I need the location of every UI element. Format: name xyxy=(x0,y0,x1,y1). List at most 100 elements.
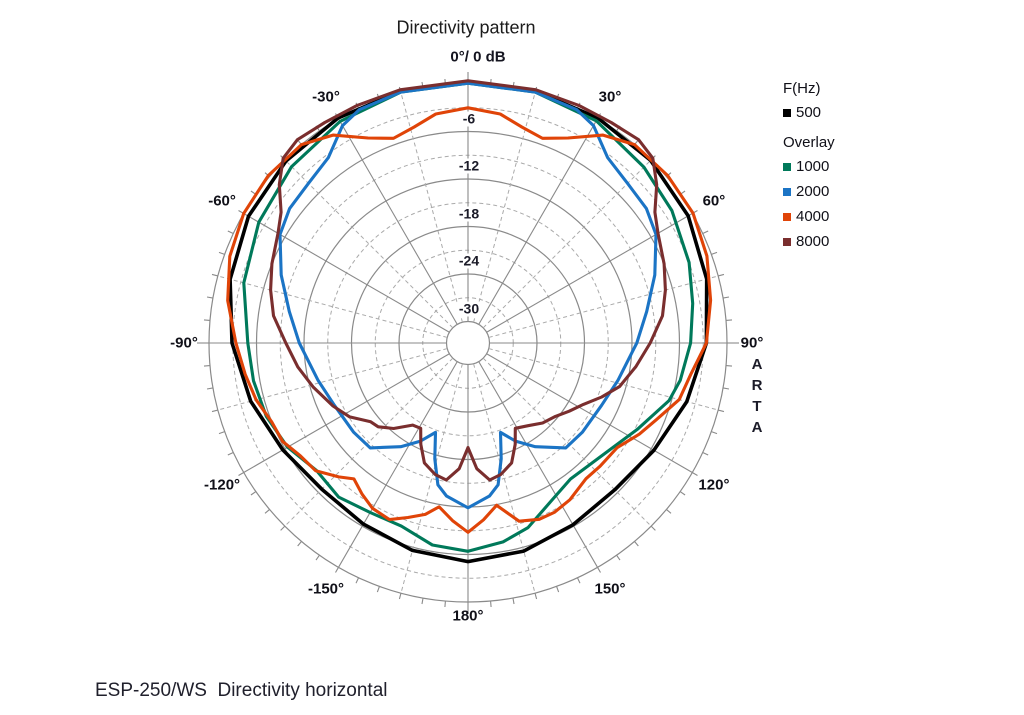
legend-overlay-heading: Overlay xyxy=(783,134,835,151)
outer-tick xyxy=(211,273,218,277)
outer-tick xyxy=(722,296,730,299)
grid-ray xyxy=(284,357,454,527)
legend-item-500-swatch xyxy=(783,108,791,117)
grid-ray xyxy=(217,275,448,338)
outer-tick xyxy=(335,567,339,573)
outer-tick xyxy=(203,319,211,321)
outer-tick xyxy=(711,251,718,255)
angle-label--60: -60° xyxy=(208,192,236,210)
outer-tick xyxy=(206,296,214,299)
legend-item-4000-swatch xyxy=(783,212,791,221)
outer-tick xyxy=(297,541,302,547)
outer-tick xyxy=(421,597,424,605)
arta-watermark: A R T A xyxy=(751,356,763,436)
grid-ray xyxy=(478,118,598,325)
legend-item-8000-swatch xyxy=(783,237,791,246)
legend-main-series: 500 xyxy=(783,104,835,121)
outer-tick xyxy=(203,365,211,367)
outer-tick xyxy=(238,472,244,476)
grid-ray xyxy=(482,159,652,329)
outer-tick xyxy=(315,554,320,561)
outer-tick xyxy=(692,472,698,476)
angle-label-90: 90° xyxy=(740,334,764,352)
outer-tick xyxy=(666,509,672,514)
outer-tick xyxy=(725,319,733,321)
chart-title: Directivity pattern xyxy=(396,17,536,38)
legend-item-500: 500 xyxy=(783,104,835,121)
outer-tick xyxy=(616,554,621,561)
outer-tick xyxy=(490,600,492,608)
db-label--24: -24 xyxy=(456,252,482,269)
outer-tick xyxy=(679,491,686,496)
outer-tick xyxy=(444,600,446,608)
outer-tick xyxy=(718,273,725,277)
grid-ray xyxy=(488,275,719,338)
grid-ray xyxy=(338,361,458,568)
curve-4000 xyxy=(226,106,713,534)
legend-item-1000-swatch xyxy=(783,162,791,171)
outer-tick xyxy=(597,567,601,573)
outer-tick xyxy=(227,451,234,456)
outer-tick xyxy=(634,541,639,547)
outer-tick xyxy=(711,431,718,435)
legend-item-4000-label: 4000 xyxy=(796,208,830,225)
outer-tick xyxy=(211,409,218,413)
legend-item-4000: 4000 xyxy=(783,208,835,225)
angle-label--90: -90° xyxy=(170,334,198,352)
grid-ray xyxy=(486,353,693,473)
legend-overlay-series: 1000 2000 4000 8000 xyxy=(783,158,835,250)
outer-tick xyxy=(218,251,225,255)
db-label--30: -30 xyxy=(456,300,482,316)
legend-item-8000-label: 8000 xyxy=(796,233,830,250)
grid-ray xyxy=(473,363,536,594)
outer-tick xyxy=(576,577,581,584)
angle-label-60: 60° xyxy=(702,192,726,210)
angle-label--30: -30° xyxy=(312,88,340,106)
legend-frequency-heading: F(Hz) xyxy=(783,80,821,97)
legend-item-1000: 1000 xyxy=(783,158,835,175)
outer-tick xyxy=(218,431,225,435)
db-label--12: -12 xyxy=(456,157,482,174)
curve-2000 xyxy=(278,81,658,510)
grid-ray xyxy=(482,357,652,527)
legend-item-2000-swatch xyxy=(783,187,791,196)
db-label--6: -6 xyxy=(460,110,478,126)
bottom-caption: ESP-250/WS Directivity horizontal xyxy=(95,680,388,701)
grid-ray xyxy=(400,92,463,323)
angle-label--120: -120° xyxy=(204,476,241,494)
outer-tick xyxy=(280,525,286,531)
legend: F(Hz) 500 Overlay 1000 2000 4000 8000 xyxy=(783,80,835,259)
angle-label-30: 30° xyxy=(598,88,622,106)
legend-item-2000-label: 2000 xyxy=(796,183,830,200)
outer-tick xyxy=(227,230,234,235)
angle-label-180: 180° xyxy=(452,607,484,625)
polar-top-axis-label: 0°/ 0 dB xyxy=(450,48,506,66)
outer-tick xyxy=(556,586,560,593)
outer-tick xyxy=(250,491,257,496)
outer-tick xyxy=(702,230,709,235)
grid-ray xyxy=(473,92,536,323)
grid-ray xyxy=(478,361,598,568)
outer-tick xyxy=(702,451,709,456)
outer-tick xyxy=(534,593,538,600)
outer-tick xyxy=(512,597,515,605)
legend-item-8000: 8000 xyxy=(783,233,835,250)
outer-tick xyxy=(355,577,360,584)
outer-tick xyxy=(264,509,270,514)
grid-ray xyxy=(284,159,454,329)
outer-tick xyxy=(206,387,214,390)
outer-tick xyxy=(725,365,733,367)
outer-tick xyxy=(718,409,725,413)
angle-label--150: -150° xyxy=(307,580,345,598)
grid-circle-major xyxy=(445,320,491,366)
legend-item-500-label: 500 xyxy=(796,104,822,121)
db-label--18: -18 xyxy=(456,205,482,221)
legend-item-2000: 2000 xyxy=(783,183,835,200)
outer-tick xyxy=(376,586,380,593)
outer-tick xyxy=(398,593,402,600)
legend-item-1000-label: 1000 xyxy=(796,158,830,175)
grid-ray xyxy=(338,118,458,325)
angle-label-120: 120° xyxy=(698,476,730,494)
